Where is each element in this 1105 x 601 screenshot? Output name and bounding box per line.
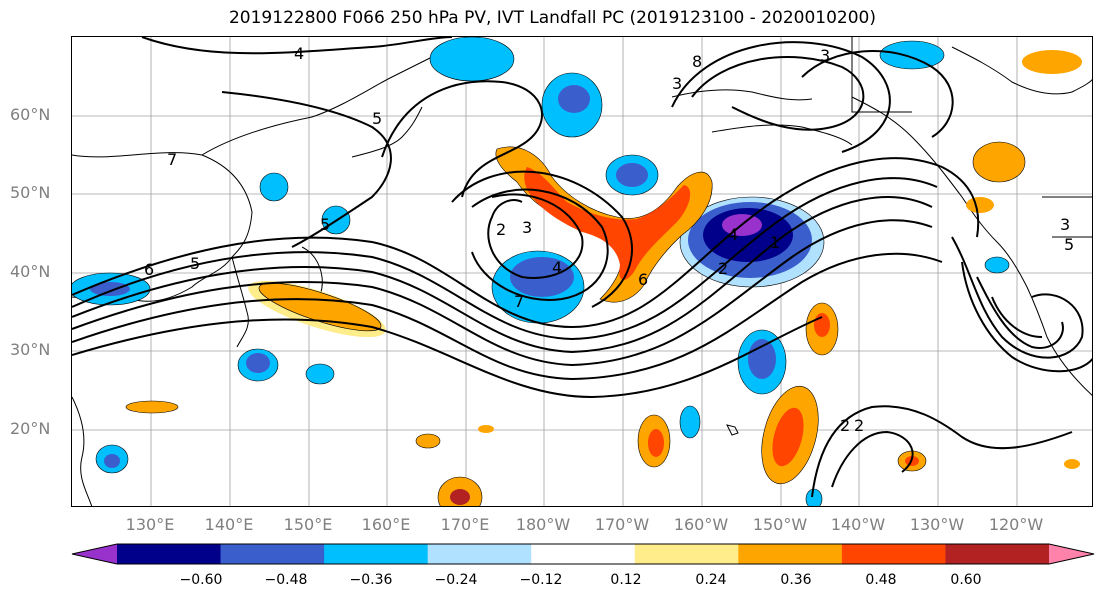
colorbar-swatch	[427, 544, 532, 564]
contour-label: 7	[514, 292, 524, 311]
contour-labels: 4 5 7 5 6 5 2 3 4 7 6 4 1 2 3 8 3 5 3 2 …	[144, 44, 1074, 435]
lon-label: 130°W	[909, 515, 965, 534]
contour-label: 2	[854, 416, 864, 435]
contour-label: 2	[496, 220, 506, 239]
lat-label: 60°N	[10, 105, 51, 124]
lon-label: 170°E	[440, 515, 490, 534]
lon-label: 130°E	[125, 515, 175, 534]
colorbar-swatch	[738, 544, 843, 564]
colorbar-swatch	[117, 544, 222, 564]
lon-label: 120°W	[988, 515, 1044, 534]
map-title: 2019122800 F066 250 hPa PV, IVT Landfall…	[228, 8, 876, 28]
contours	[72, 37, 1092, 498]
lon-label: 150°W	[752, 515, 808, 534]
map-panel: 4 5 7 5 6 5 2 3 4 7 6 4 1 2 3 8 3 5 3 2 …	[71, 36, 1093, 507]
contour-label: 5	[320, 215, 330, 234]
contour-label: 1	[770, 233, 780, 252]
contour-label: 4	[294, 44, 304, 63]
colorbar-swatch	[634, 544, 739, 564]
lat-label: 40°N	[10, 262, 51, 281]
colorbar-tick: −0.12	[519, 572, 563, 588]
colorbar-tick: −0.60	[179, 572, 223, 588]
lon-label: 150°E	[283, 515, 333, 534]
colorbar-swatch	[1049, 544, 1094, 564]
contour-label: 7	[167, 150, 177, 169]
colorbar-tick: 0.12	[610, 572, 642, 588]
lat-label: 50°N	[10, 183, 51, 202]
colorbar-swatch	[841, 544, 946, 564]
contour-label: 8	[692, 52, 702, 71]
colorbar-tick: −0.48	[264, 572, 308, 588]
colorbar-outline	[71, 543, 1095, 565]
colorbar	[71, 543, 1095, 565]
lon-label: 160°W	[673, 515, 729, 534]
colorbar-tick: −0.24	[434, 572, 478, 588]
contour-label: 5	[372, 109, 382, 128]
colorbar-swatch	[531, 544, 636, 564]
contour-label: 3	[672, 74, 682, 93]
colorbar-tick: 0.24	[695, 572, 727, 588]
lon-label: 180°W	[515, 515, 571, 534]
lon-label: 160°E	[361, 515, 411, 534]
lat-label: 30°N	[10, 340, 51, 359]
map-canvas: 4 5 7 5 6 5 2 3 4 7 6 4 1 2 3 8 3 5 3 2 …	[72, 37, 1092, 506]
contour-label: 3	[1060, 215, 1070, 234]
lon-label: 140°E	[204, 515, 254, 534]
lon-label: 140°W	[830, 515, 886, 534]
contour-label: 4	[552, 258, 562, 277]
lon-label: 170°W	[594, 515, 650, 534]
contour-label: 6	[638, 270, 648, 289]
positive-anomalies	[125, 50, 1082, 506]
lat-label: 20°N	[10, 419, 51, 438]
colorbar-tick: −0.36	[349, 572, 393, 588]
colorbar-tick: 0.60	[950, 572, 982, 588]
contour-label: 3	[820, 46, 830, 65]
contour-label: 6	[144, 260, 154, 279]
contour-label: 3	[522, 218, 532, 237]
contour-label: 5	[1064, 235, 1074, 254]
colorbar-swatch	[72, 544, 117, 564]
colorbar-swatch	[220, 544, 325, 564]
contour-label: 2	[840, 416, 850, 435]
contour-label: 4	[728, 225, 738, 244]
colorbar-tick: 0.48	[865, 572, 897, 588]
contour-label: 2	[718, 259, 728, 278]
colorbar-swatch	[945, 544, 1050, 564]
colorbar-swatch	[324, 544, 429, 564]
colorbar-tick: 0.36	[780, 572, 812, 588]
contour-label: 5	[190, 254, 200, 273]
